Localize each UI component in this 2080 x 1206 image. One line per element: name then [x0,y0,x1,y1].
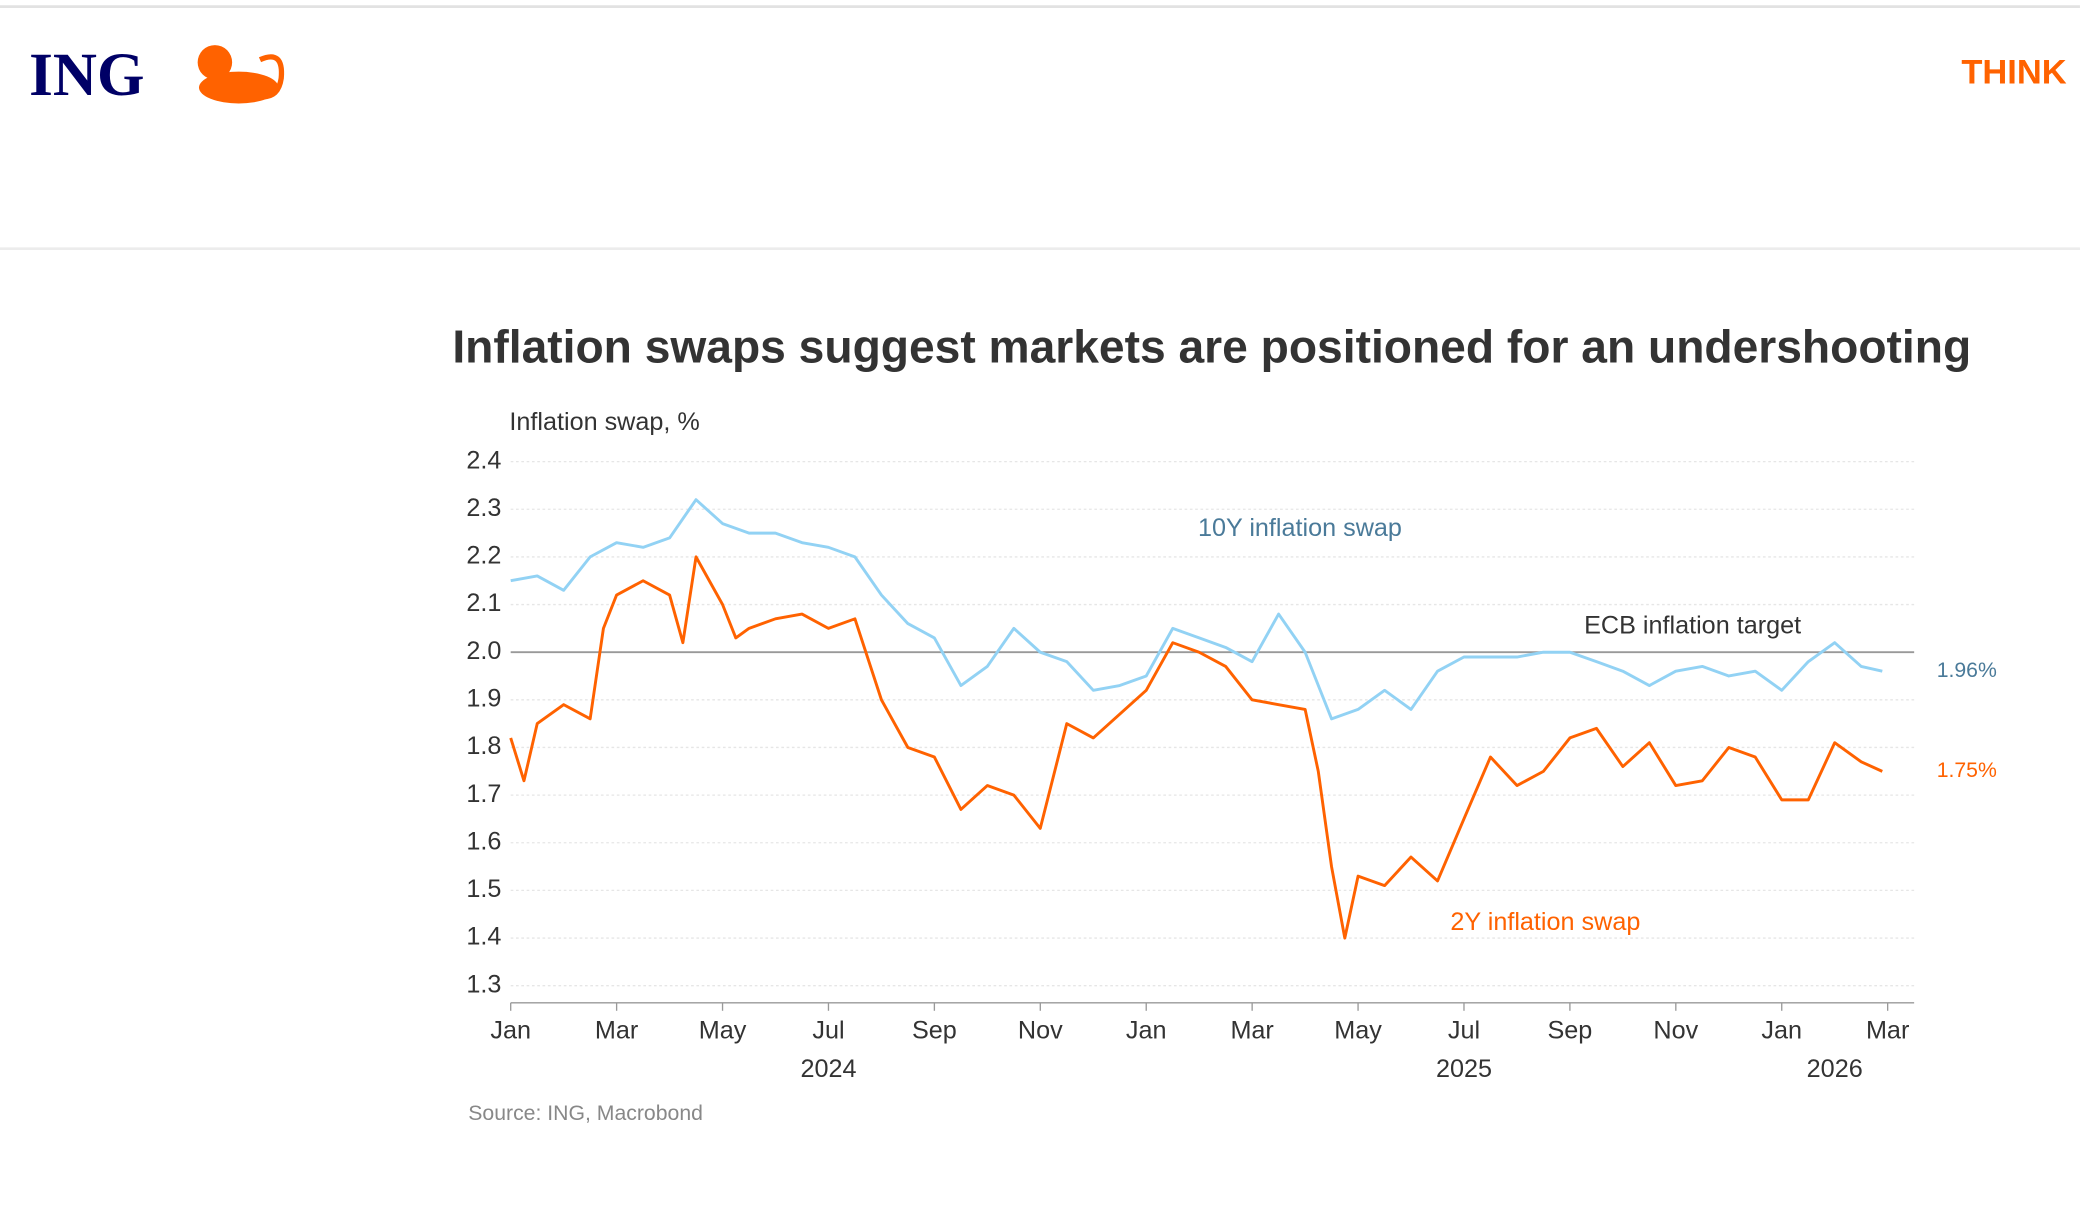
x-tick-label: Jan [1126,1017,1167,1045]
y-tick-label: 1.7 [466,780,501,808]
source: Source: ING, Macrobond [468,1102,703,1125]
series-line [510,498,1883,721]
lion-head [197,45,233,80]
y-tick-label: 2.2 [466,542,501,570]
x-tick-label: Mar [595,1017,638,1045]
y-tick-label: 1.9 [466,684,501,712]
lion-body [198,71,279,104]
nav-think[interactable]: THINK [1961,53,2066,91]
x-tick-label: Jan [490,1017,531,1045]
y-axis-label: Inflation swap, % [509,408,699,436]
plot: 1.3 1.4 1.5 1.6 1.7 1.8 1.9 2.0 2.1 2.2 2.3 2.4 Jan M… [466,446,1997,1083]
y-tick-label: 2.3 [466,494,501,522]
x-tick-label: Nov [1018,1017,1063,1045]
logo-text[interactable]: ING [29,42,144,109]
end-value-label: 1.96% [1937,659,1997,682]
x-tick-label: Sep [912,1017,957,1045]
x-year-label: 2024 [800,1055,856,1083]
x-tick-label: May [699,1017,747,1045]
lion-tail [258,54,285,100]
series-label: 10Y inflation swap [1198,514,1402,542]
y-tick-label: 1.4 [466,923,501,951]
y-tick-label: 1.8 [466,732,501,760]
y-tick-label: 2.1 [466,589,501,617]
logo-lion[interactable] [197,45,285,104]
scene: ING THINK Inflation swaps suggest market… [0,0,2080,1125]
y-tick-label: 1.3 [466,970,501,998]
x-year-label: 2025 [1436,1055,1492,1083]
x-tick-label: Jul [812,1017,844,1045]
reference-label: ECB inflation target [1584,612,1801,640]
x-tick-label: Mar [1230,1017,1273,1045]
x-year-label: 2026 [1807,1055,1863,1083]
x-tick-label: Sep [1547,1017,1592,1045]
x-tick-label: May [1334,1017,1382,1045]
series-line [509,555,1883,940]
y-tick-label: 1.6 [466,827,501,855]
y-tick-label: 2.0 [466,637,501,665]
end-value-label: 1.75% [1937,759,1997,782]
x-tick-label: Jan [1761,1017,1802,1045]
chart-title: Inflation swaps suggest markets are posi… [452,320,1971,372]
x-tick-label: Mar [1866,1017,1909,1045]
x-tick-label: Nov [1653,1017,1698,1045]
y-tick-label: 2.4 [466,446,501,474]
header-bar [0,0,2080,250]
x-tick-label: Jul [1448,1017,1480,1045]
y-tick-label: 1.5 [466,875,501,903]
series-label: 2Y inflation swap [1450,908,1640,936]
